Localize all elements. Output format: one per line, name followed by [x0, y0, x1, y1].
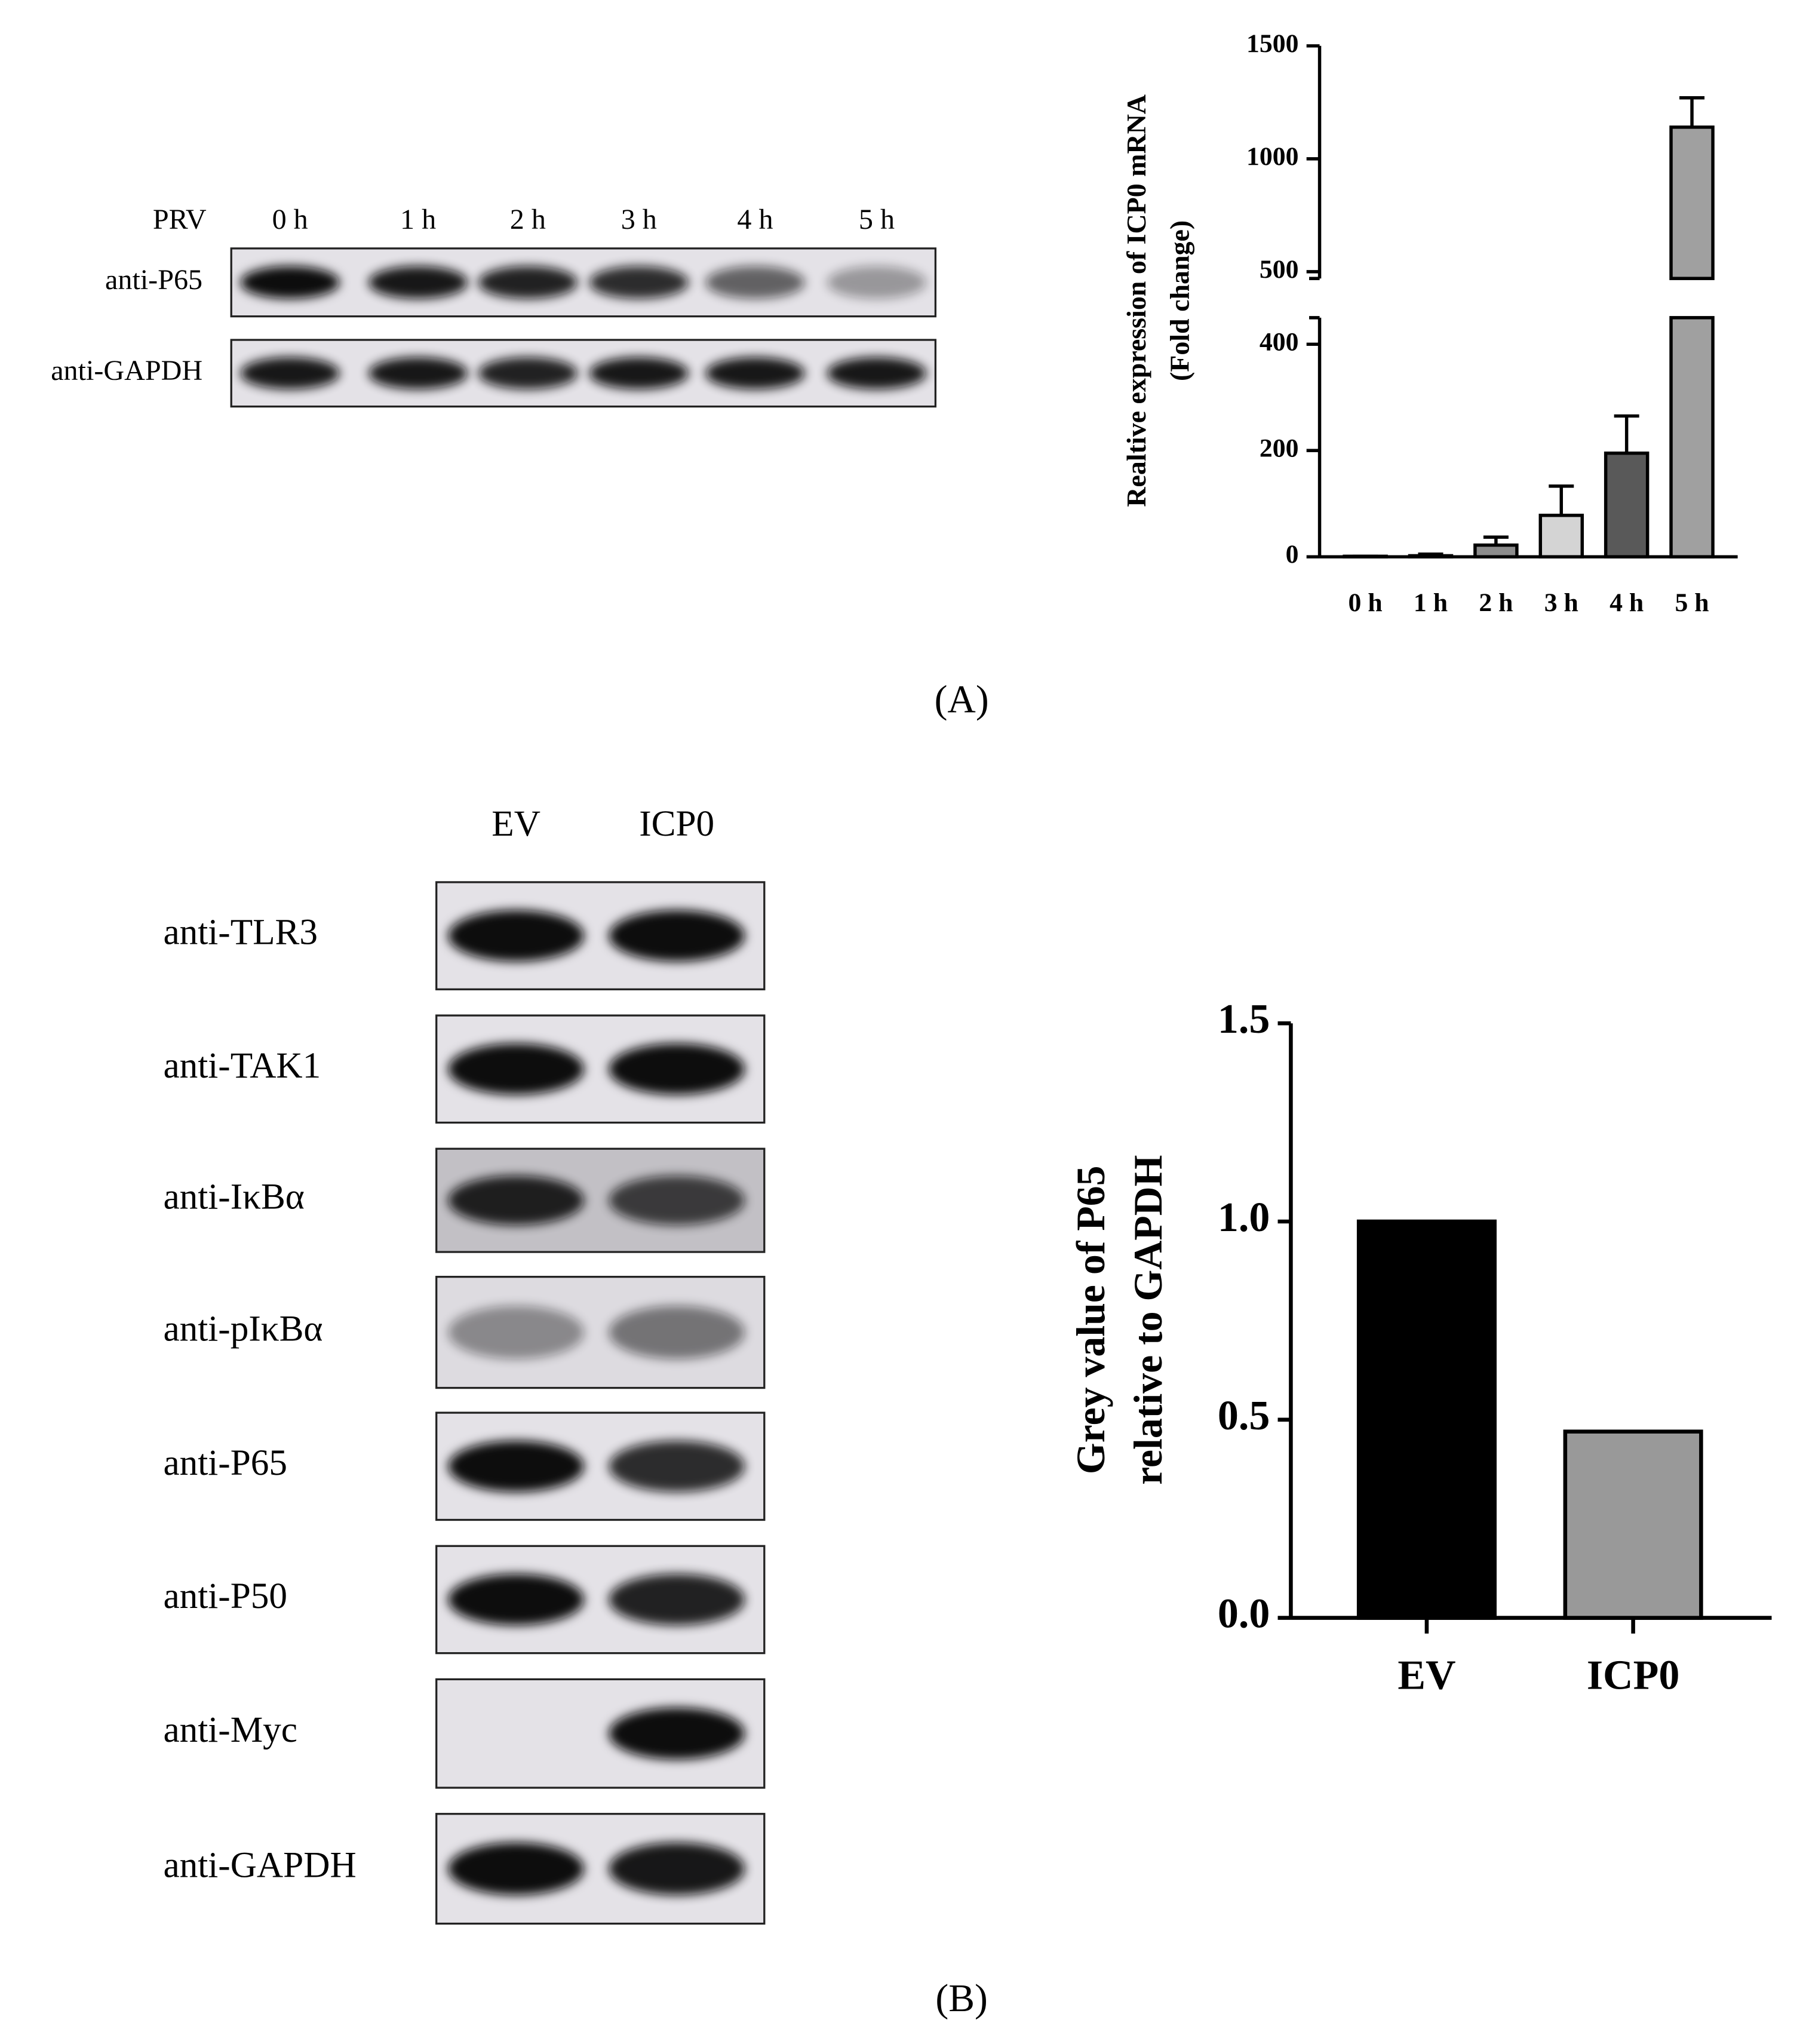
lane-label: 1 h — [400, 204, 436, 235]
band — [448, 1176, 584, 1226]
row-label: anti-TLR3 — [163, 912, 318, 953]
x-tick-label: 2 h — [1479, 588, 1513, 617]
x-tick-label: EV — [1397, 1652, 1455, 1698]
x-tick-label: ICP0 — [1587, 1652, 1680, 1698]
row-label: anti-P65 — [163, 1443, 287, 1483]
band — [368, 266, 468, 299]
x-tick-label: 3 h — [1544, 588, 1578, 617]
blot-box — [230, 339, 937, 408]
band — [589, 266, 689, 299]
band — [448, 1043, 584, 1095]
band — [448, 1440, 584, 1492]
band — [368, 357, 468, 389]
band — [609, 1573, 745, 1626]
lane-label: 0 h — [272, 204, 308, 235]
band — [448, 910, 584, 962]
y-tick-label: 1000 — [1246, 142, 1299, 171]
y-tick-label: 200 — [1260, 434, 1299, 462]
band — [240, 357, 340, 389]
error-bar — [1483, 535, 1509, 545]
band — [705, 357, 805, 389]
y-tick-label: 1.5 — [1218, 996, 1270, 1042]
lane-label: 4 h — [737, 204, 773, 235]
band — [478, 266, 578, 299]
row-label: anti-pIκBα — [163, 1309, 322, 1349]
band — [448, 1305, 584, 1359]
lane-label: 5 h — [859, 204, 895, 235]
y-axis-label: relative to GAPDH — [1126, 1155, 1171, 1485]
bar — [1473, 543, 1519, 558]
band — [448, 1842, 584, 1895]
blot-box — [230, 247, 937, 318]
band — [609, 910, 745, 962]
bar — [1408, 554, 1454, 558]
y-axis-label: Realtive expression of ICP0 mRNA — [1121, 94, 1151, 507]
error-bar — [1549, 484, 1574, 515]
row-label: anti-TAK1 — [163, 1045, 321, 1086]
panel-label: (A) — [935, 678, 989, 721]
band — [609, 1176, 745, 1226]
band — [827, 266, 927, 299]
band — [609, 1440, 745, 1492]
y-tick-label: 500 — [1260, 255, 1299, 284]
band — [609, 1043, 745, 1095]
error-bar — [1679, 96, 1705, 127]
bar — [1356, 1219, 1497, 1620]
y-tick-label: 1500 — [1246, 29, 1299, 58]
bar — [1538, 514, 1584, 558]
bar — [1669, 316, 1715, 558]
row-label: anti-P50 — [163, 1576, 287, 1616]
lane-label: ICP0 — [639, 803, 714, 844]
y-tick-label: 0.5 — [1218, 1393, 1270, 1439]
x-tick-label: 1 h — [1414, 588, 1448, 617]
lane-label: EV — [492, 803, 540, 844]
blot-header: PRV — [153, 204, 207, 235]
row-label: anti-Myc — [163, 1710, 297, 1750]
lane-label: 3 h — [621, 204, 657, 235]
y-axis-label: Grey value of P65 — [1068, 1166, 1113, 1475]
x-tick-label: 5 h — [1675, 588, 1709, 617]
x-tick-label: 0 h — [1349, 588, 1383, 617]
band — [478, 357, 578, 389]
band — [609, 1707, 745, 1760]
band — [609, 1842, 745, 1895]
row-label: anti-P65 — [105, 264, 202, 296]
y-axis-label: (Fold change) — [1164, 220, 1194, 381]
y-tick-label: 400 — [1260, 327, 1299, 356]
row-label: anti-GAPDH — [51, 355, 202, 386]
x-tick-label: 4 h — [1610, 588, 1644, 617]
row-label: anti-GAPDH — [163, 1845, 356, 1886]
bar — [1604, 451, 1650, 558]
band — [705, 266, 805, 299]
row-label: anti-IκBα — [163, 1177, 304, 1217]
y-tick-label: 0.0 — [1218, 1591, 1270, 1637]
band — [589, 357, 689, 389]
band — [827, 357, 927, 389]
lane-label: 2 h — [510, 204, 546, 235]
y-tick-label: 0 — [1286, 540, 1299, 569]
error-bar — [1614, 414, 1639, 453]
panel-label: (B) — [935, 1977, 987, 2020]
error-bar — [1418, 553, 1443, 556]
band — [240, 266, 340, 299]
band — [609, 1305, 745, 1359]
bar — [1669, 125, 1715, 280]
band — [448, 1573, 584, 1626]
bar — [1563, 1429, 1703, 1620]
y-tick-label: 1.0 — [1218, 1195, 1270, 1241]
